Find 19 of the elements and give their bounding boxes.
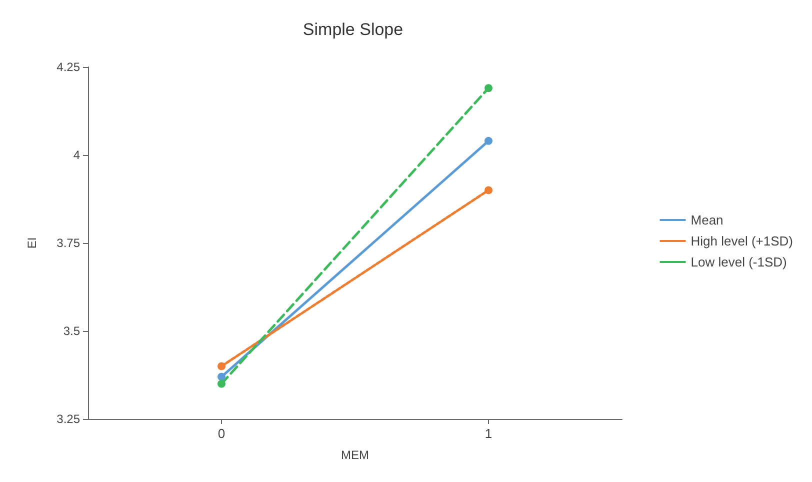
point: [484, 84, 492, 92]
legend-label: Low level (-1SD): [690, 254, 787, 270]
legend-label: Mean: [690, 212, 724, 228]
point: [218, 372, 226, 381]
x-tick-label: 0: [218, 426, 226, 441]
x-axis-title: MEM: [341, 448, 369, 462]
point: [484, 186, 492, 194]
chart-title: Simple Slope: [302, 20, 404, 39]
point: [218, 380, 226, 388]
point: [484, 136, 492, 145]
y-tick-label: 3.75: [56, 236, 80, 250]
y-tick-label: 4.25: [56, 60, 80, 74]
point: [218, 362, 226, 370]
y-axis-title: EI: [25, 237, 39, 249]
y-tick-label: 4: [73, 148, 80, 162]
legend-label: High level (+1SD): [690, 234, 794, 248]
y-tick-label: 3.25: [56, 412, 80, 426]
x-tick-label: 1: [484, 426, 492, 441]
y-tick-label: 3.5: [63, 324, 80, 338]
